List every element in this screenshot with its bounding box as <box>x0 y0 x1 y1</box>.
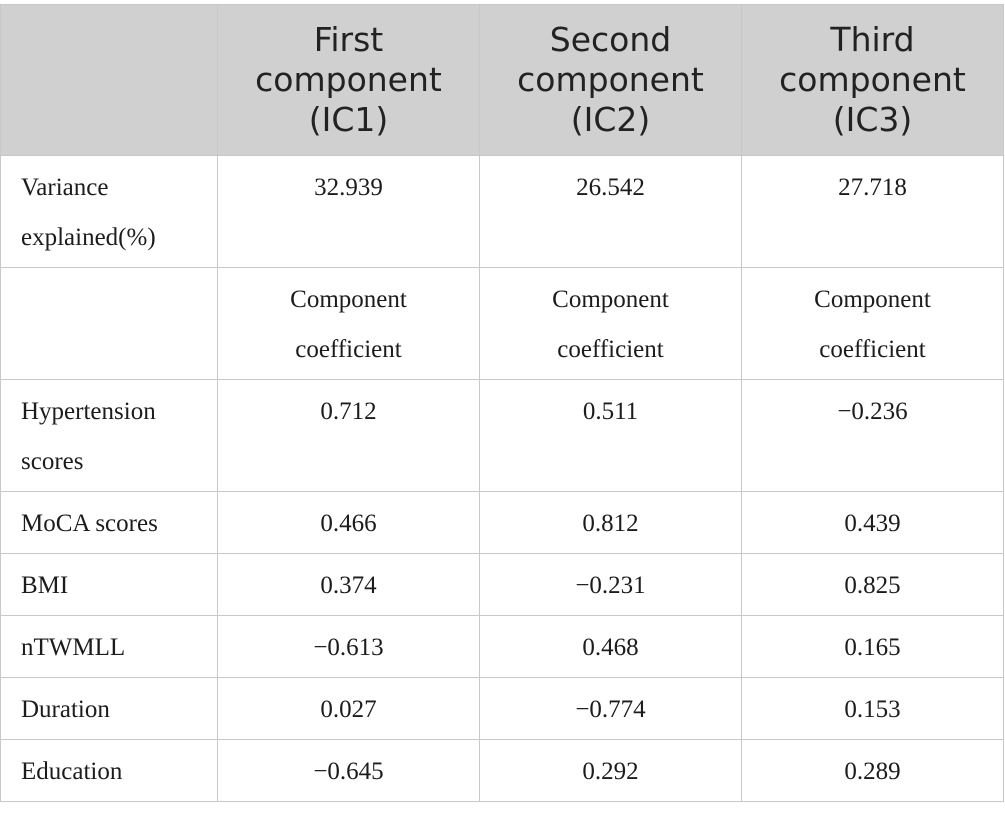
row-value-ic1: −0.645 <box>217 739 480 802</box>
header-ic2: Second component (IC2) <box>479 4 742 156</box>
coefficient-row: Component coefficient Component coeffici… <box>0 267 1004 380</box>
hypertension-ic3: −0.236 <box>741 379 1004 492</box>
header-ic2-line-3: (IC2) <box>570 100 651 139</box>
row-value-ic3: 0.165 <box>741 615 1004 678</box>
coefficient-ic3-line-1: Component <box>814 286 931 313</box>
variance-ic1: 32.939 <box>217 155 480 268</box>
coefficient-ic3-line-2: coefficient <box>819 336 926 363</box>
row-value-ic2: 0.812 <box>479 491 742 554</box>
coefficient-ic3: Component coefficient <box>741 267 1004 380</box>
coefficient-ic1-line-1: Component <box>290 286 407 313</box>
table-row: Education −0.645 0.292 0.289 <box>0 739 1004 802</box>
coefficient-ic2-line-2: coefficient <box>557 336 664 363</box>
header-ic2-line-1: Second <box>549 20 672 59</box>
header-ic1-line-2: component <box>255 60 442 99</box>
row-value-ic3: 0.825 <box>741 553 1004 616</box>
row-value-ic1: 0.374 <box>217 553 480 616</box>
header-ic1-line-3: (IC1) <box>308 100 389 139</box>
header-row: First component (IC1) Second component (… <box>0 4 1004 156</box>
header-ic3: Third component (IC3) <box>741 4 1004 156</box>
variance-label: Variance explained(%) <box>0 155 218 268</box>
variance-label-line-1: Variance <box>21 174 109 201</box>
table-row: BMI 0.374 −0.231 0.825 <box>0 553 1004 616</box>
row-value-ic3: 0.153 <box>741 677 1004 740</box>
hypertension-label-line-2: scores <box>21 448 84 475</box>
row-value-ic2: 0.468 <box>479 615 742 678</box>
header-empty-cell <box>0 4 218 156</box>
coefficient-ic2: Component coefficient <box>479 267 742 380</box>
hypertension-label-line-1: Hypertension <box>21 398 156 425</box>
row-value-ic2: 0.292 <box>479 739 742 802</box>
row-label: MoCA scores <box>0 491 218 554</box>
header-ic2-line-2: component <box>517 60 704 99</box>
table-row: MoCA scores 0.466 0.812 0.439 <box>0 491 1004 554</box>
header-ic1: First component (IC1) <box>217 4 480 156</box>
table-row: nTWMLL −0.613 0.468 0.165 <box>0 615 1004 678</box>
header-ic3-line-2: component <box>779 60 966 99</box>
header-ic1-line-1: First <box>313 20 384 59</box>
variance-ic3: 27.718 <box>741 155 1004 268</box>
row-value-ic1: −0.613 <box>217 615 480 678</box>
variance-row: Variance explained(%) 32.939 26.542 27.7… <box>0 155 1004 268</box>
row-label: Duration <box>0 677 218 740</box>
row-value-ic1: 0.027 <box>217 677 480 740</box>
header-ic3-line-1: Third <box>830 20 915 59</box>
row-value-ic1: 0.466 <box>217 491 480 554</box>
variance-ic2: 26.542 <box>479 155 742 268</box>
coefficient-ic1-line-2: coefficient <box>295 336 402 363</box>
row-value-ic2: −0.774 <box>479 677 742 740</box>
row-label: Education <box>0 739 218 802</box>
component-table: First component (IC1) Second component (… <box>0 4 1004 802</box>
hypertension-row: Hypertension scores 0.712 0.511 −0.236 <box>0 379 1004 492</box>
row-value-ic3: 0.439 <box>741 491 1004 554</box>
hypertension-ic1: 0.712 <box>217 379 480 492</box>
header-ic3-line-3: (IC3) <box>832 100 913 139</box>
row-label: nTWMLL <box>0 615 218 678</box>
hypertension-ic2: 0.511 <box>479 379 742 492</box>
hypertension-label: Hypertension scores <box>0 379 218 492</box>
table-row: Duration 0.027 −0.774 0.153 <box>0 677 1004 740</box>
row-label: BMI <box>0 553 218 616</box>
row-value-ic2: −0.231 <box>479 553 742 616</box>
variance-label-line-2: explained(%) <box>21 224 156 251</box>
coefficient-ic2-line-1: Component <box>552 286 669 313</box>
coefficient-label <box>0 267 218 380</box>
row-value-ic3: 0.289 <box>741 739 1004 802</box>
coefficient-ic1: Component coefficient <box>217 267 480 380</box>
